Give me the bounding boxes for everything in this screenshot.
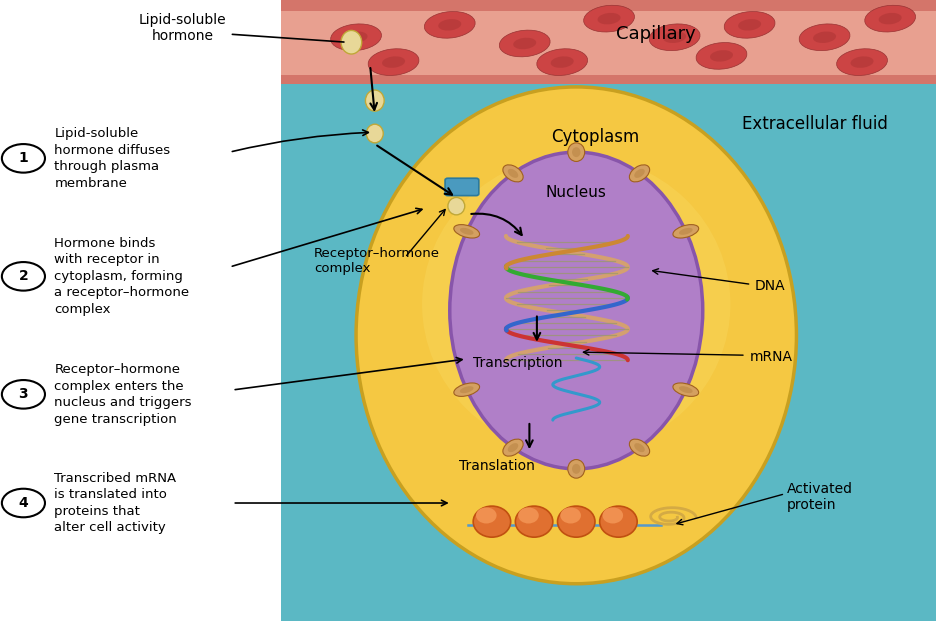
Bar: [281, 75, 936, 84]
Ellipse shape: [567, 460, 584, 478]
Ellipse shape: [473, 506, 510, 537]
Ellipse shape: [447, 197, 464, 215]
Ellipse shape: [449, 152, 702, 469]
Ellipse shape: [513, 38, 535, 49]
Ellipse shape: [672, 383, 698, 396]
Ellipse shape: [557, 506, 594, 537]
Ellipse shape: [836, 49, 886, 75]
Text: 3: 3: [19, 388, 28, 401]
Circle shape: [2, 489, 45, 517]
Bar: [281, 0, 936, 11]
Ellipse shape: [560, 507, 580, 524]
Text: Activated
protein: Activated protein: [786, 482, 852, 512]
Ellipse shape: [460, 386, 473, 393]
Ellipse shape: [503, 439, 522, 456]
Ellipse shape: [709, 50, 732, 61]
Ellipse shape: [503, 165, 522, 182]
Ellipse shape: [679, 228, 692, 235]
Ellipse shape: [344, 32, 367, 43]
Circle shape: [2, 380, 45, 409]
Ellipse shape: [583, 6, 634, 32]
Text: Receptor–hormone
complex enters the
nucleus and triggers
gene transcription: Receptor–hormone complex enters the nucl…: [54, 363, 192, 425]
Ellipse shape: [460, 228, 473, 235]
Ellipse shape: [629, 165, 649, 182]
Ellipse shape: [599, 506, 636, 537]
Text: Lipid-soluble
hormone: Lipid-soluble hormone: [139, 13, 227, 43]
Ellipse shape: [738, 19, 760, 30]
Bar: [0, 0, 281, 621]
Text: Receptor–hormone
complex: Receptor–hormone complex: [314, 247, 439, 275]
Ellipse shape: [341, 30, 361, 54]
Ellipse shape: [649, 24, 699, 50]
Ellipse shape: [424, 12, 475, 38]
Ellipse shape: [878, 13, 900, 24]
Ellipse shape: [382, 57, 404, 68]
Text: 4: 4: [19, 496, 28, 510]
Text: 2: 2: [19, 270, 28, 283]
Ellipse shape: [571, 147, 579, 157]
Ellipse shape: [499, 30, 549, 57]
Ellipse shape: [634, 169, 644, 178]
Ellipse shape: [602, 507, 622, 524]
Circle shape: [2, 262, 45, 291]
Ellipse shape: [724, 12, 774, 38]
Ellipse shape: [864, 6, 914, 32]
Bar: [281, 0, 936, 84]
Ellipse shape: [518, 507, 538, 524]
Text: Hormone binds
with receptor in
cytoplasm, forming
a receptor–hormone
complex: Hormone binds with receptor in cytoplasm…: [54, 237, 189, 316]
Ellipse shape: [571, 464, 579, 474]
Ellipse shape: [597, 13, 620, 24]
Ellipse shape: [695, 43, 746, 69]
Text: Capillary: Capillary: [615, 25, 695, 43]
Ellipse shape: [567, 143, 584, 161]
FancyBboxPatch shape: [445, 178, 478, 196]
Ellipse shape: [550, 57, 573, 68]
Circle shape: [2, 144, 45, 173]
Ellipse shape: [365, 90, 384, 111]
Text: 1: 1: [19, 152, 28, 165]
Ellipse shape: [356, 87, 796, 584]
Ellipse shape: [515, 506, 552, 537]
Ellipse shape: [634, 443, 644, 452]
Ellipse shape: [812, 32, 835, 43]
Text: Cytoplasm: Cytoplasm: [550, 128, 638, 145]
Ellipse shape: [850, 57, 872, 68]
Text: Extracellular fluid: Extracellular fluid: [741, 116, 887, 133]
Ellipse shape: [507, 443, 518, 452]
Text: Translation: Translation: [459, 459, 534, 473]
Ellipse shape: [672, 225, 698, 238]
Ellipse shape: [453, 225, 479, 238]
Ellipse shape: [629, 439, 649, 456]
Text: Transcribed mRNA
is translated into
proteins that
alter cell activity: Transcribed mRNA is translated into prot…: [54, 472, 176, 534]
Ellipse shape: [453, 383, 479, 396]
Ellipse shape: [663, 32, 685, 43]
Ellipse shape: [536, 49, 587, 75]
Ellipse shape: [421, 155, 729, 453]
Ellipse shape: [366, 124, 383, 143]
Ellipse shape: [330, 24, 381, 50]
Ellipse shape: [368, 49, 418, 75]
Ellipse shape: [438, 19, 461, 30]
Text: Lipid-soluble
hormone diffuses
through plasma
membrane: Lipid-soluble hormone diffuses through p…: [54, 127, 170, 189]
Ellipse shape: [798, 24, 849, 50]
Text: mRNA: mRNA: [749, 350, 792, 364]
Text: Transcription: Transcription: [473, 356, 563, 370]
Text: Nucleus: Nucleus: [546, 185, 606, 200]
Ellipse shape: [475, 507, 496, 524]
Ellipse shape: [507, 169, 518, 178]
Ellipse shape: [679, 386, 692, 393]
Text: DNA: DNA: [753, 279, 784, 292]
